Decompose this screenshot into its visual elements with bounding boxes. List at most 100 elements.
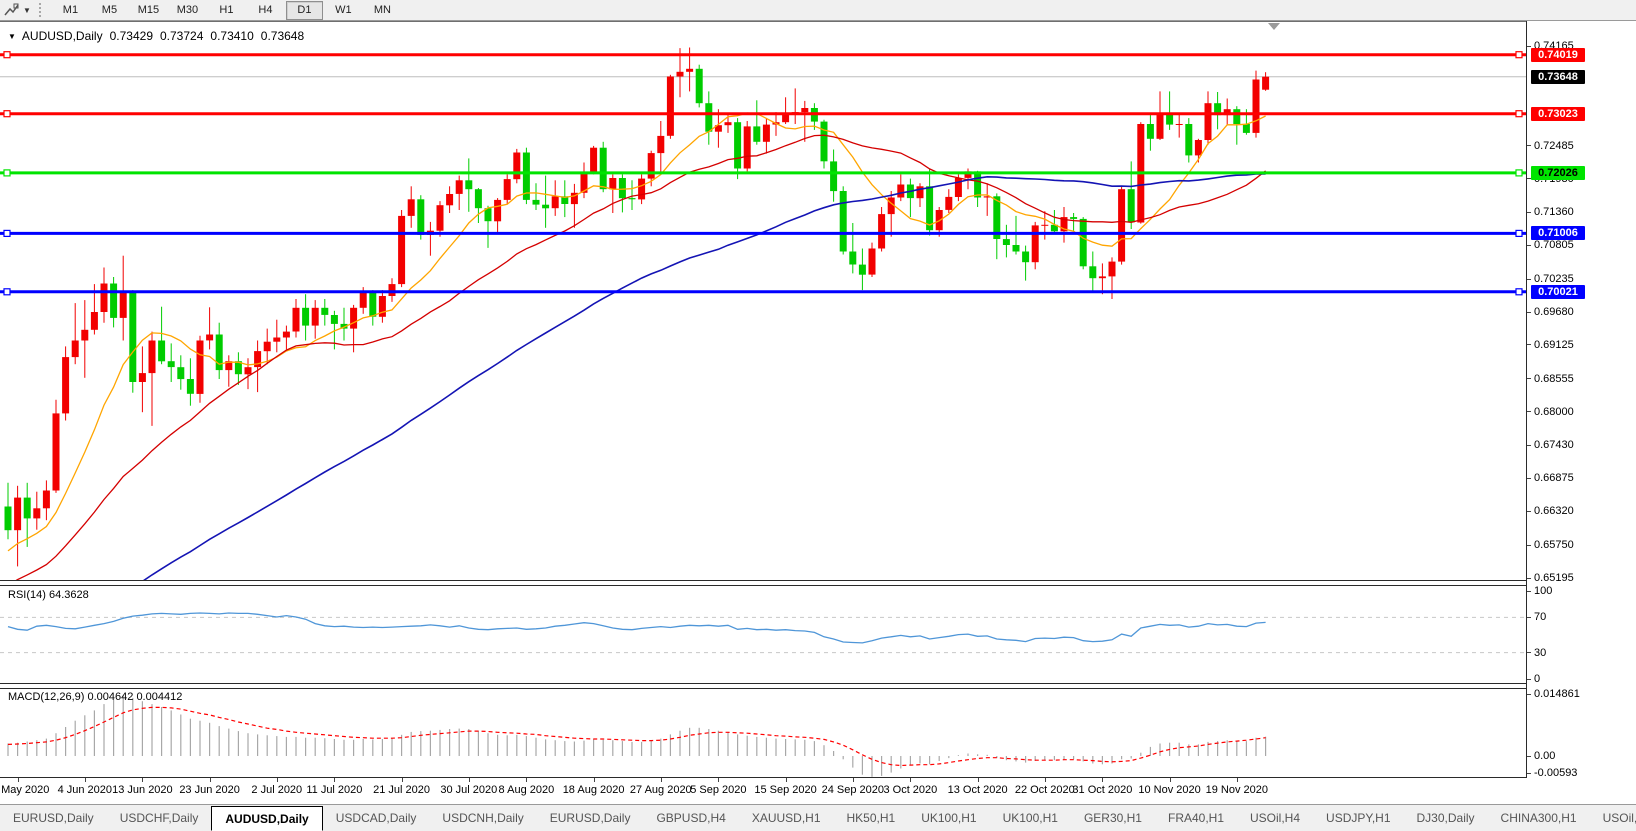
time-axis-tick	[84, 778, 86, 782]
chart-tab-gbpusd-6[interactable]: GBPUSD,H4	[656, 811, 726, 825]
rsi-indicator-label: RSI(14) 64.3628	[8, 589, 89, 601]
time-axis-label: 27 Aug 2020	[629, 784, 692, 796]
price-chart-canvas[interactable]	[0, 22, 1526, 580]
chart-shift-end-marker[interactable]	[1268, 23, 1280, 30]
chart-tab-usdcnh-4[interactable]: USDCNH,Daily	[442, 811, 524, 825]
level-price-tag: 0.70021	[1531, 284, 1585, 299]
macd-indicator-label: MACD(12,26,9) 0.004642 0.004412	[8, 691, 183, 703]
time-axis-label: 24 Sep 2020	[821, 784, 884, 796]
time-axis-label: 23 Jun 2020	[179, 784, 240, 796]
time-axis-label: 3 Oct 2020	[883, 784, 938, 796]
chart-tab-usoil-13[interactable]: USOil,H4	[1250, 811, 1301, 825]
time-axis-tick	[593, 778, 595, 782]
time-axis-tick	[468, 778, 470, 782]
axis-tick: 0.67430	[1527, 439, 1574, 451]
time-axis-label: 31 Oct 2020	[1072, 784, 1133, 796]
time-axis-label: 13 Jun 2020	[112, 784, 173, 796]
time-axis-tick	[142, 778, 144, 782]
axis-tick: 0.00	[1527, 750, 1555, 762]
rsi-indicator-canvas[interactable]	[0, 584, 1526, 683]
chevron-down-icon: ▼	[23, 5, 31, 15]
chart-tab-usdchf-1[interactable]: USDCHF,Daily	[119, 811, 199, 825]
chart-tab-bar: EURUSD,Daily USDCHF,Daily AUDUSD,Daily USDC…	[0, 804, 1636, 831]
axis-tick: -0.00593	[1527, 767, 1577, 779]
chart-tab-hk50-8[interactable]: HK50,H1	[846, 811, 896, 825]
chart-tab-ger30-11[interactable]: GER30,H1	[1083, 811, 1142, 825]
timeframe-button-mn[interactable]: MN	[373, 4, 391, 16]
ohlc-close: 0.73648	[260, 29, 305, 43]
time-axis-tick	[276, 778, 278, 782]
collapse-indicator-icon[interactable]: ▼	[8, 31, 16, 41]
time-axis-tick	[1102, 778, 1104, 782]
panel-splitter[interactable]	[0, 580, 1636, 586]
chart-tab-eurusd-0[interactable]: EURUSD,Daily	[13, 811, 94, 825]
ohlc-open: 0.73429	[109, 29, 153, 43]
time-axis-label: 19 Nov 2020	[1205, 784, 1268, 796]
axis-tick: 0.68555	[1527, 373, 1574, 385]
level-price-tag: 0.73023	[1531, 106, 1585, 121]
axis-tick: 0.65750	[1527, 539, 1574, 551]
chart-ohlc-readout: ▼ AUDUSD,Daily 0.73429 0.73724 0.73410 0…	[8, 29, 304, 43]
chart-tab-uk100-10[interactable]: UK100,H1	[1002, 811, 1058, 825]
axis-tick: 70	[1527, 611, 1546, 623]
time-axis-label: 13 Oct 2020	[947, 784, 1008, 796]
chart-tab-china300-16[interactable]: CHINA300,H1	[1500, 811, 1577, 825]
chart-tab-audusd-2[interactable]: AUDUSD,Daily	[211, 806, 323, 831]
price-axis: 0.741650.724850.719300.713600.708050.702…	[1527, 21, 1636, 804]
chart-tab-usdcad-3[interactable]: USDCAD,Daily	[335, 811, 417, 825]
time-axis-label: 21 Jul 2020	[373, 784, 431, 796]
axis-tick: 0.66875	[1527, 472, 1574, 484]
timeframe-button-d1[interactable]: D1	[285, 0, 323, 20]
time-axis-tick	[785, 778, 787, 782]
time-axis-tick	[401, 778, 403, 782]
chart-tab-xauusd-7[interactable]: XAUUSD,H1	[751, 811, 821, 825]
chart-tab-eurusd-5[interactable]: EURUSD,Daily	[549, 811, 631, 825]
axis-tick: 0.66320	[1527, 505, 1574, 517]
timeframe-button-m30[interactable]: M30	[176, 4, 199, 16]
time-axis-tick	[1236, 778, 1238, 782]
timeframe-button-h1[interactable]: H1	[219, 4, 234, 16]
timeframe-button-m5[interactable]: M5	[101, 4, 118, 16]
axis-tick: 0	[1527, 673, 1540, 685]
time-axis-label: 26 May 2020	[0, 784, 50, 796]
chart-tab-fra40-12[interactable]: FRA40,H1	[1167, 811, 1225, 825]
panel-splitter[interactable]	[0, 683, 1636, 689]
chart-tab-uk100-9[interactable]: UK100,H1	[921, 811, 977, 825]
time-axis-label: 10 Nov 2020	[1138, 784, 1201, 796]
price-axis-border	[1526, 21, 1527, 778]
chart-cursor-icon[interactable]: ▼	[1, 1, 34, 19]
time-axis-tick	[660, 778, 662, 782]
chart-symbol-period: AUDUSD,Daily	[21, 29, 103, 43]
time-axis-tick	[1169, 778, 1171, 782]
time-axis-tick	[977, 778, 979, 782]
level-price-tag: 0.72026	[1531, 165, 1585, 180]
level-price-tag: 0.74019	[1531, 47, 1585, 62]
axis-tick: 0.68000	[1527, 406, 1574, 418]
chart-tab-usdjpy-14[interactable]: USDJPY,H1	[1326, 811, 1391, 825]
level-price-tag: 0.71006	[1531, 226, 1585, 241]
time-axis-tick	[209, 778, 211, 782]
axis-tick: 0.71360	[1527, 206, 1574, 218]
time-axis-label: 2 Jul 2020	[251, 784, 303, 796]
timeframe-button-h4[interactable]: H4	[258, 4, 273, 16]
timeframe-button-m15[interactable]: M15	[137, 4, 160, 16]
time-axis-label: 5 Sep 2020	[690, 784, 747, 796]
macd-indicator-canvas[interactable]	[0, 687, 1526, 777]
timeframe-buttons: M1 M5 M15 M30 H1 H4 D1 W1 MN	[51, 0, 402, 20]
axis-tick: 100	[1527, 585, 1552, 597]
time-axis-label: 15 Sep 2020	[754, 784, 817, 796]
time-axis-tick	[1044, 778, 1046, 782]
axis-tick: 0.014861	[1527, 688, 1580, 700]
chart-tab-usoil-17[interactable]: USOil,H1	[1602, 811, 1636, 825]
axis-tick: 0.72485	[1527, 140, 1574, 152]
ohlc-high: 0.73724	[160, 29, 204, 43]
timeframe-button-w1[interactable]: W1	[335, 4, 352, 16]
axis-tick: 0.69680	[1527, 306, 1574, 318]
time-axis-tick	[718, 778, 720, 782]
toolbar-grip-handle[interactable]	[38, 3, 45, 17]
chart-tab-dj30-15[interactable]: DJ30,Daily	[1416, 811, 1475, 825]
timeframe-button-m1[interactable]: M1	[62, 4, 79, 16]
chart-window: ▼ AUDUSD,Daily 0.73429 0.73724 0.73410 0…	[0, 21, 1636, 804]
